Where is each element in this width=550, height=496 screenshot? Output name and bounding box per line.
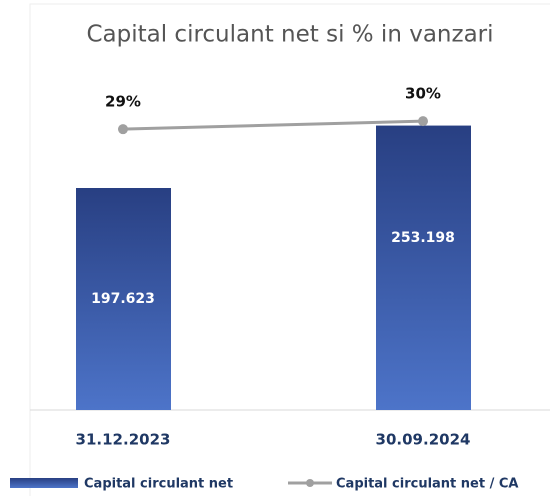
data-label: 197.623 — [91, 291, 155, 307]
legend-label: Capital circulant net / CA — [336, 477, 519, 492]
x-tick-label: 31.12.2023 — [76, 431, 171, 449]
legend-swatch — [10, 478, 78, 488]
chart-title: Capital circulant net si % in vanzari — [86, 22, 493, 48]
line-marker — [418, 116, 428, 127]
legend-label: Capital circulant net — [84, 477, 233, 492]
x-tick-label: 30.09.2024 — [376, 431, 471, 449]
bar — [76, 188, 171, 410]
line — [122, 119, 424, 131]
line-marker — [118, 124, 128, 135]
bar — [376, 125, 471, 410]
data-label: 30% — [405, 85, 441, 103]
legend-swatch — [306, 479, 314, 487]
data-label: 253.198 — [391, 230, 455, 246]
data-label: 29% — [105, 93, 141, 111]
panel — [29, 3, 550, 496]
